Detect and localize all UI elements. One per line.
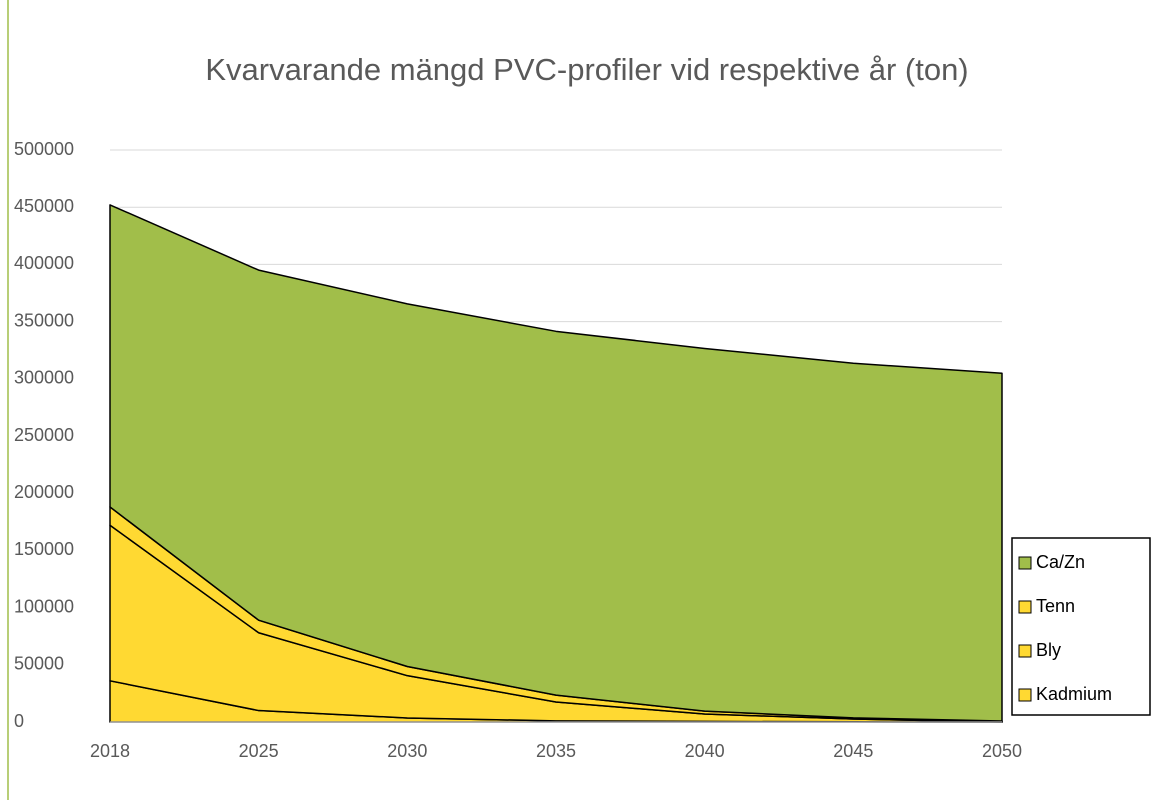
legend-label: Bly — [1036, 640, 1061, 660]
y-tick-label: 300000 — [14, 368, 74, 388]
y-tick-label: 0 — [14, 711, 24, 731]
y-tick-label: 250000 — [14, 425, 74, 445]
y-tick-label: 200000 — [14, 482, 74, 502]
x-tick-label: 2018 — [90, 741, 130, 761]
y-tick-label: 450000 — [14, 196, 74, 216]
x-tick-label: 2045 — [833, 741, 873, 761]
y-tick-label: 500000 — [14, 139, 74, 159]
legend-box — [1011, 537, 1151, 716]
y-tick-label: 100000 — [14, 596, 74, 616]
y-tick-label: 350000 — [14, 310, 74, 330]
x-tick-label: 2040 — [685, 741, 725, 761]
legend-label: Ca/Zn — [1036, 552, 1085, 572]
legend-swatch — [1018, 600, 1032, 614]
x-tick-label: 2025 — [239, 741, 279, 761]
area — [109, 204, 1003, 722]
y-tick-label: 150000 — [14, 539, 74, 559]
x-tick-label: 2050 — [982, 741, 1022, 761]
y-tick-label: 50000 — [14, 654, 64, 674]
legend-label: Tenn — [1036, 596, 1075, 616]
x-tick-label: 2030 — [387, 741, 427, 761]
y-tick-label: 400000 — [14, 253, 74, 273]
legend-swatch — [1018, 556, 1032, 570]
chart-title: Kvarvarande mängd PVC-profiler vid respe… — [205, 52, 968, 87]
legend-label: Kadmium — [1036, 684, 1112, 704]
x-tick-label: 2035 — [536, 741, 576, 761]
legend-swatch — [1018, 688, 1032, 702]
legend-swatch — [1018, 644, 1032, 658]
